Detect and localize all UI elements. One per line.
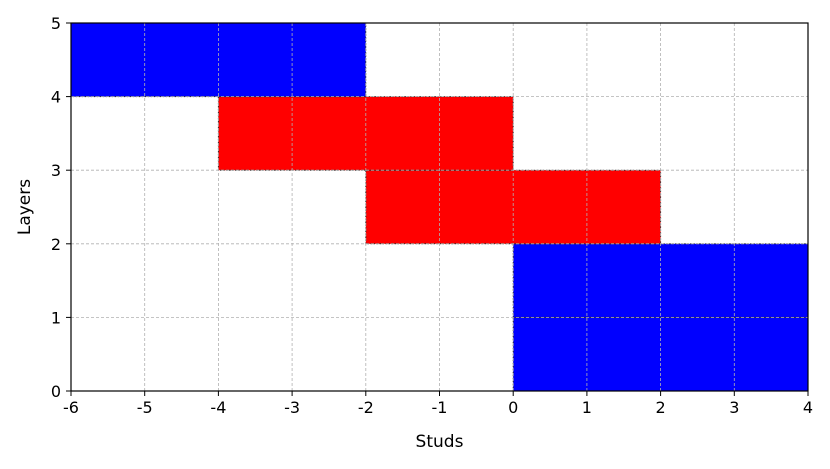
y-tick-label: 4	[51, 88, 61, 107]
x-tick-label: 4	[803, 398, 813, 417]
x-tick-label: -4	[210, 398, 226, 417]
x-tick-label: -6	[63, 398, 79, 417]
x-tick-label: -3	[284, 398, 300, 417]
x-tick-label: 3	[729, 398, 739, 417]
y-tick-label: 3	[51, 161, 61, 180]
y-axis-label: Layers	[15, 179, 35, 235]
y-tick-label: 1	[51, 308, 61, 327]
ticks-layer: -6 -5 -4 -3 -2 -1 0 1 2 3 4 0 1 2 3 4 5	[51, 14, 813, 417]
x-axis-label: Studs	[416, 432, 464, 452]
x-tick-label: 0	[508, 398, 518, 417]
y-tick-label: 2	[51, 235, 61, 254]
x-tick-label: 2	[656, 398, 666, 417]
brick-3	[365, 169, 662, 245]
x-tick-label: -1	[432, 398, 448, 417]
x-tick-label: -5	[137, 398, 153, 417]
y-tick-label: 0	[51, 382, 61, 401]
y-tick-label: 5	[51, 14, 61, 33]
x-tick-label: 1	[582, 398, 592, 417]
x-tick-label: -2	[358, 398, 374, 417]
